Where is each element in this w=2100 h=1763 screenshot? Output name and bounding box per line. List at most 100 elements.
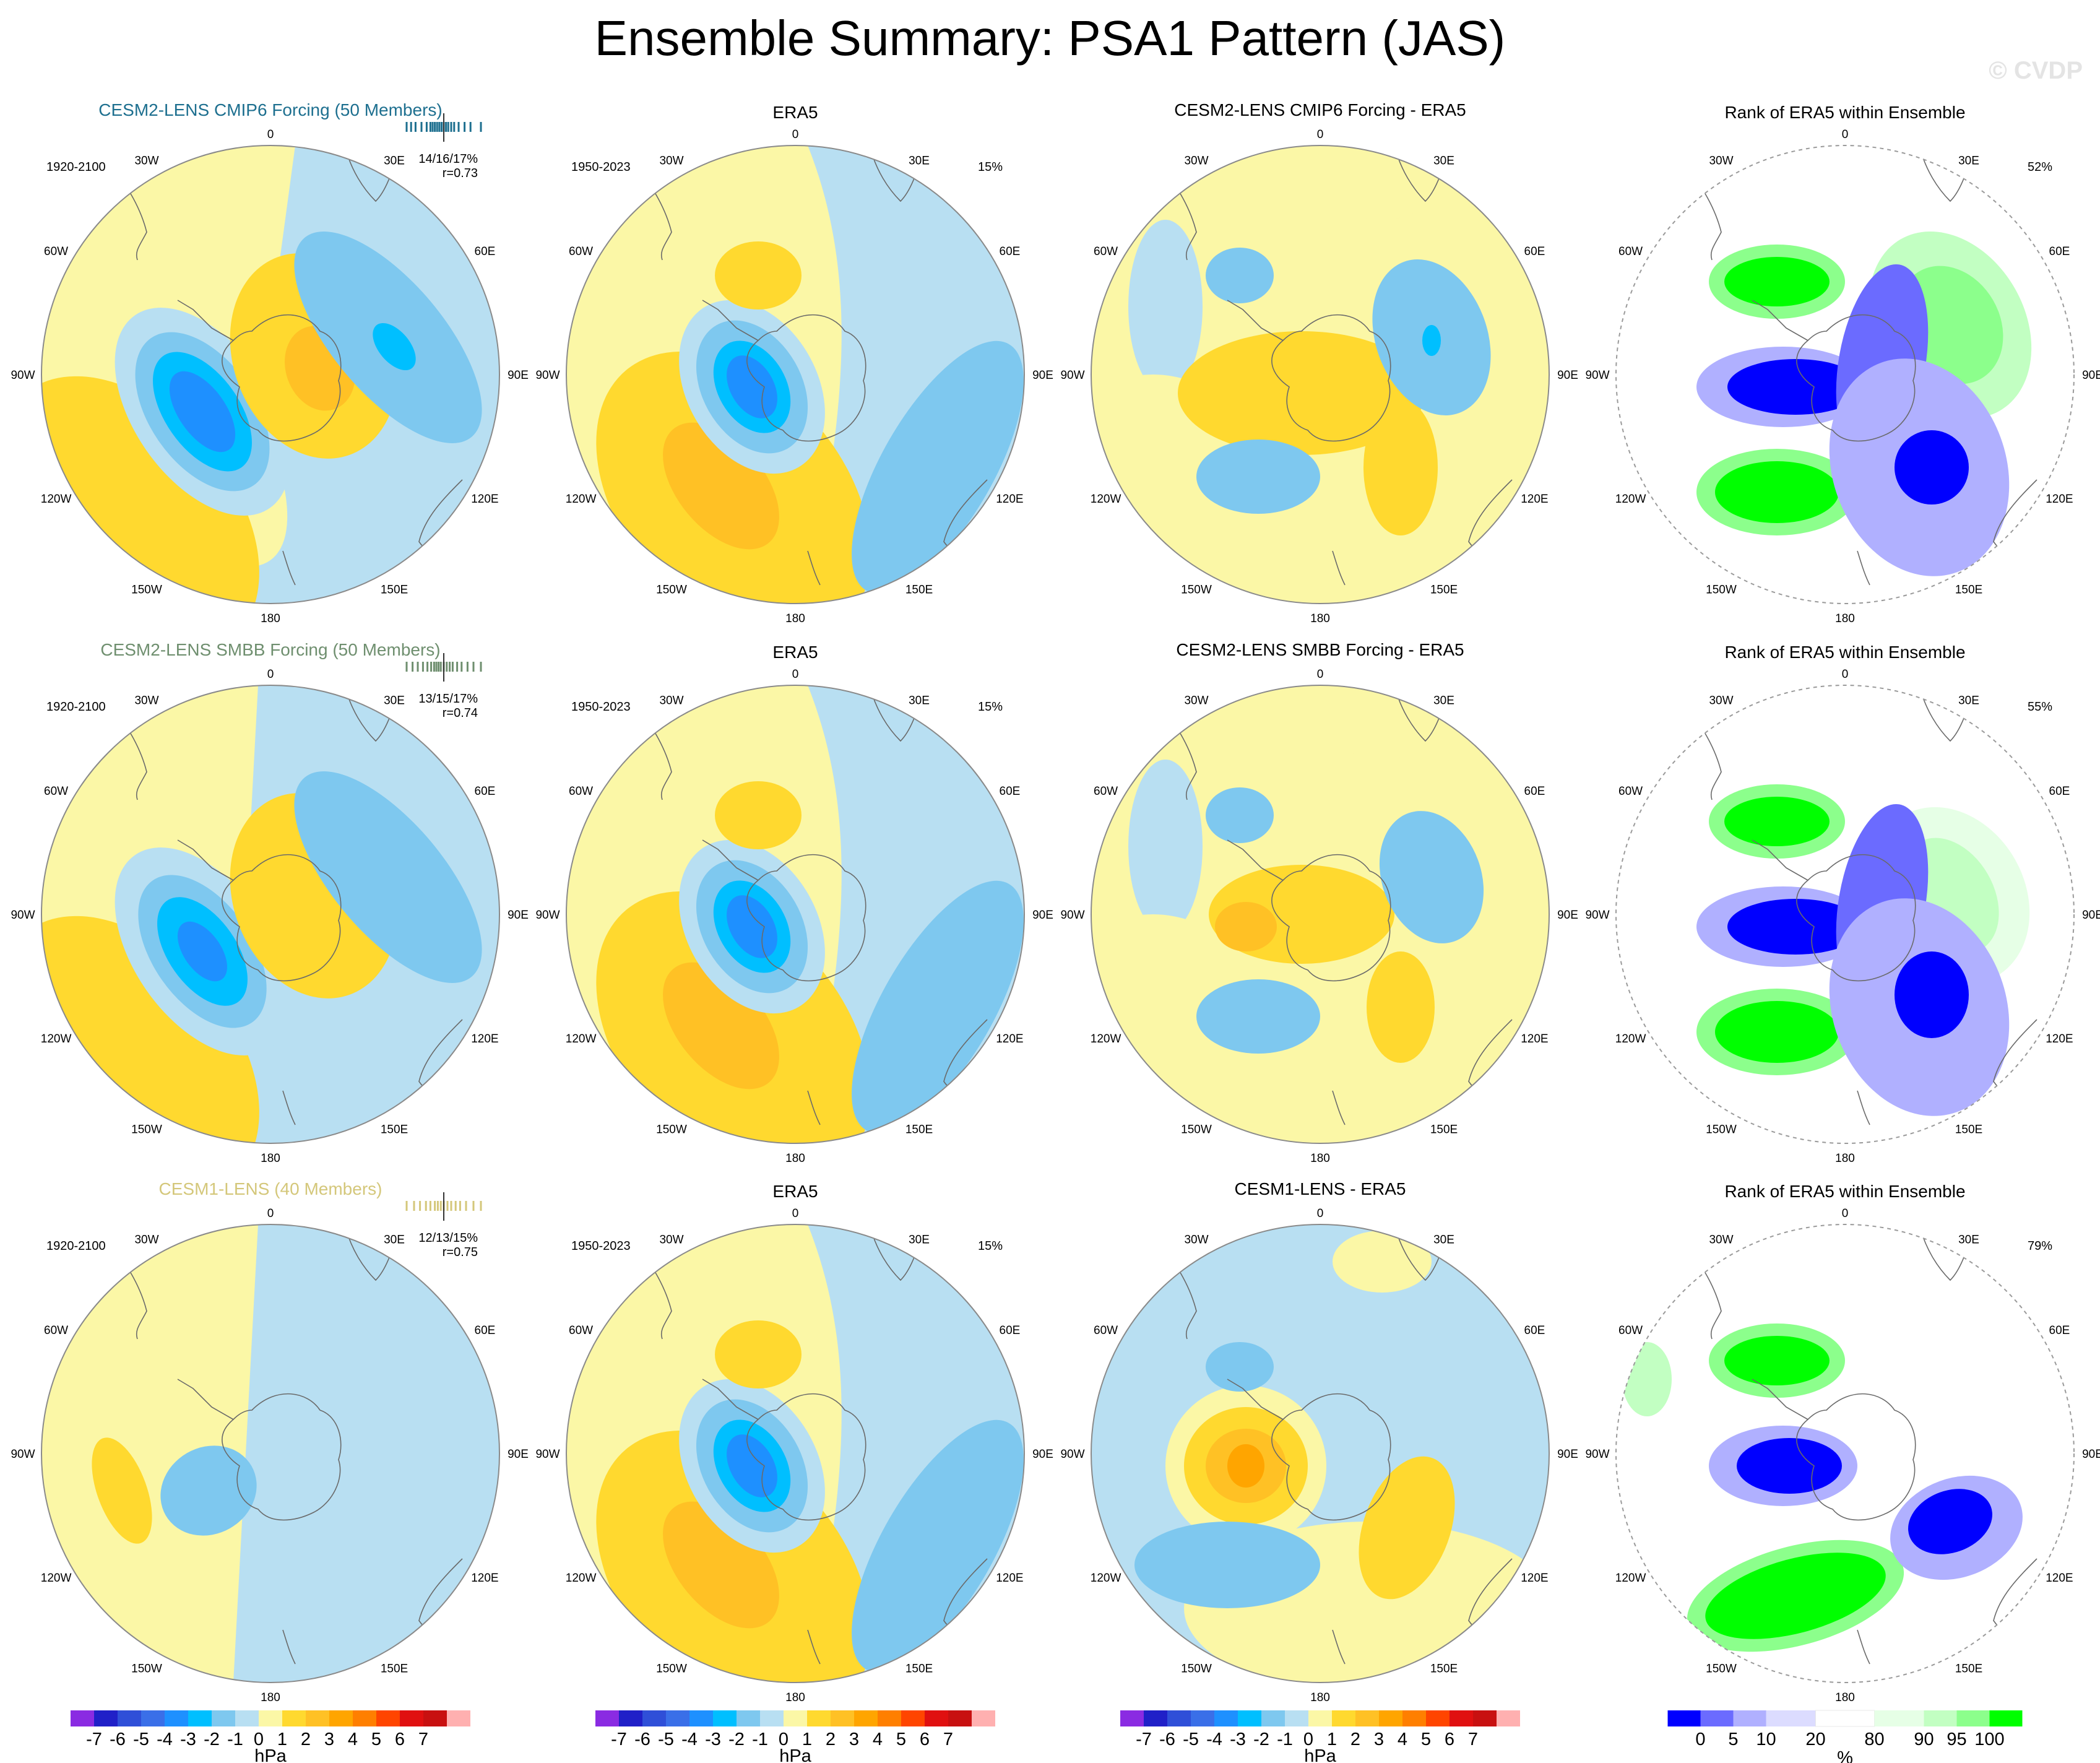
- longitude-label: 90E: [1557, 369, 1578, 382]
- colorbar-tick-label: -1: [752, 1730, 768, 1749]
- contour-region: [1724, 257, 1830, 306]
- longitude-label: 90W: [1060, 369, 1084, 382]
- longitude-label: 30E: [909, 695, 930, 708]
- coastline: [177, 1379, 234, 1420]
- longitude-label: 60W: [1618, 785, 1643, 798]
- colorbar-tick-label: 0: [1695, 1730, 1705, 1749]
- colorbar-swatch: [1379, 1710, 1402, 1726]
- model-pattern-correlation: r=0.74: [443, 706, 478, 720]
- coastline: [1332, 1629, 1346, 1665]
- model-period-label: 1920-2100: [46, 700, 106, 714]
- colorbar-units: hPa: [254, 1746, 287, 1763]
- longitude-label: 60W: [1094, 1324, 1118, 1337]
- coastline: [1332, 1090, 1346, 1125]
- coastline: [282, 1090, 296, 1125]
- colorbar-swatch: [1191, 1710, 1214, 1726]
- panel-fill: [1616, 1224, 2074, 1683]
- longitude-label: 180: [1835, 1691, 1855, 1704]
- colorbar-swatch: [1402, 1710, 1426, 1726]
- longitude-label: 0: [1317, 128, 1324, 141]
- colorbar-swatch: [854, 1710, 878, 1726]
- longitude-label: 60E: [1524, 1324, 1545, 1337]
- longitude-label: 0: [792, 668, 799, 681]
- longitude-label: 180: [261, 1152, 280, 1165]
- colorbar-swatch: [1989, 1710, 2023, 1726]
- panel-border: [1091, 1224, 1550, 1683]
- contour-region: [1724, 1336, 1830, 1385]
- longitude-label: 120W: [1615, 493, 1646, 506]
- panel-border: [566, 685, 1025, 1144]
- panel-border: [41, 1224, 500, 1683]
- colorbar-tick-label: 95: [1947, 1730, 1966, 1749]
- longitude-label: 60E: [475, 1324, 496, 1337]
- colorbar-tick-label: 1: [277, 1730, 287, 1749]
- longitude-label: 30E: [1958, 155, 1979, 168]
- longitude-label: 180: [785, 1691, 805, 1704]
- contour-region: [727, 355, 777, 418]
- colorbar-tick-label: -6: [634, 1730, 650, 1749]
- longitude-label: 120E: [471, 1572, 498, 1585]
- longitude-label: 180: [1310, 1152, 1330, 1165]
- longitude-label: 30W: [134, 695, 158, 708]
- colorbar-swatch: [1497, 1710, 1520, 1726]
- longitude-label: 180: [261, 612, 280, 625]
- panel-border: [566, 145, 1025, 604]
- coastline: [1752, 300, 1808, 341]
- contour-region: [1333, 158, 1432, 220]
- colorbar-swatch: [259, 1710, 282, 1726]
- panel-border: [41, 145, 500, 604]
- colorbar-swatch: [831, 1710, 854, 1726]
- longitude-label: 120E: [1521, 493, 1548, 506]
- longitude-label: 90W: [11, 1448, 35, 1461]
- longitude-label: 0: [1317, 1207, 1324, 1220]
- colorbar-tick-label: -4: [681, 1730, 698, 1749]
- colorbar-tick-label: -2: [1253, 1730, 1269, 1749]
- panel-fill: [1091, 145, 1549, 604]
- rank-percent-label: 52%: [2028, 160, 2052, 174]
- colorbar-swatch: [925, 1710, 948, 1726]
- longitude-label: 0: [1842, 1207, 1849, 1220]
- contour-region: [294, 771, 482, 983]
- longitude-label: 180: [261, 1691, 280, 1704]
- longitude-label: 0: [1842, 668, 1849, 681]
- contour-region: [852, 880, 1024, 1134]
- contour-region: [1895, 951, 1969, 1038]
- longitude-label: 60E: [1000, 245, 1021, 258]
- contour-region: [1227, 1444, 1264, 1488]
- colorbar-swatch: [1700, 1710, 1734, 1726]
- colorbar-swatch: [1238, 1710, 1261, 1726]
- positive-anomaly-region: [41, 1224, 258, 1683]
- longitude-label: 90W: [1585, 1448, 1609, 1461]
- longitude-label: 90E: [508, 369, 529, 382]
- longitude-label: 90W: [535, 909, 560, 922]
- longitude-label: 120W: [41, 1572, 72, 1585]
- colorbar-swatch: [1815, 1710, 1875, 1727]
- longitude-label: 120E: [2046, 1033, 2073, 1046]
- colorbar-swatch: [1214, 1710, 1238, 1726]
- longitude-label: 30E: [1433, 155, 1454, 168]
- coastline: [177, 839, 234, 881]
- colorbar-tick-label: 100: [1974, 1730, 2004, 1749]
- colorbar-swatch: [376, 1710, 400, 1726]
- contour-region: [1206, 787, 1274, 843]
- colorbar-swatch: [1956, 1710, 1990, 1726]
- longitude-label: 0: [792, 128, 799, 141]
- colorbar-swatch: [1261, 1710, 1285, 1726]
- longitude-label: 60W: [569, 1324, 593, 1337]
- longitude-label: 150E: [1430, 583, 1458, 596]
- longitude-label: 60E: [2049, 245, 2070, 258]
- panel-border: [1615, 145, 2075, 604]
- contour-region: [1715, 461, 1839, 523]
- copyright-watermark: © CVDP: [1989, 57, 2083, 84]
- contour-region: [1206, 248, 1274, 303]
- model-stats-label: 14/16/17%: [418, 152, 478, 166]
- colorbar-tick-label: 7: [1468, 1730, 1478, 1749]
- coastline: [1332, 550, 1346, 586]
- obs-period-label: 1950-2023: [571, 160, 631, 174]
- negative-anomaly-region: [1128, 760, 1203, 933]
- longitude-label: 60W: [1094, 245, 1118, 258]
- model-panel-title: CESM2-LENS SMBB Forcing (50 Members): [100, 640, 440, 659]
- colorbar-tick-label: 4: [348, 1730, 358, 1749]
- longitude-label: 120W: [41, 1033, 72, 1046]
